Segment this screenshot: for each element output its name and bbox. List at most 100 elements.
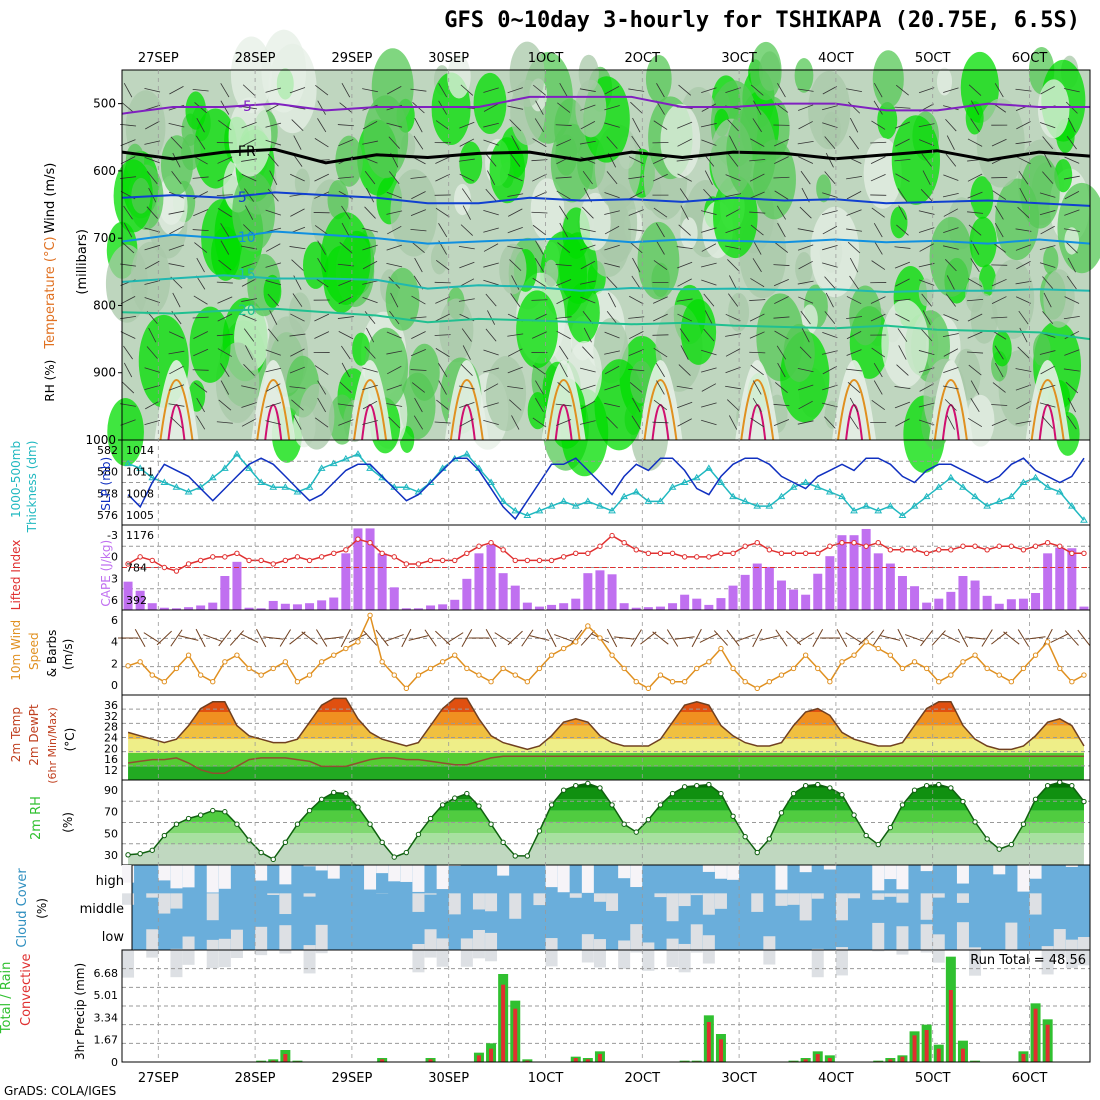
cloud-clear-mid xyxy=(122,893,135,905)
temp-title-3: (6hr Min/Max) xyxy=(46,707,59,784)
wind-barb xyxy=(943,348,959,357)
wind-barb xyxy=(120,295,136,305)
wind-barb-10m xyxy=(699,633,719,643)
lifted-point xyxy=(379,550,385,557)
wind-barb xyxy=(992,190,1007,200)
cloud-clear-mid xyxy=(448,893,461,915)
wind-barb xyxy=(773,279,789,287)
cape-bar xyxy=(159,607,169,610)
wind-barb xyxy=(1042,311,1054,324)
wind-barb xyxy=(559,222,568,238)
temp-title: 2m Temp xyxy=(9,707,23,762)
cloud-clear-low xyxy=(545,938,558,967)
lifted-point xyxy=(403,561,410,567)
wind-barb xyxy=(386,350,403,355)
wind-barb xyxy=(218,399,232,411)
rh2m-point xyxy=(996,846,1002,852)
dry-plume xyxy=(1025,360,1070,440)
wind-barb xyxy=(289,246,306,250)
wind-barb xyxy=(701,210,717,216)
precip-conv-bar xyxy=(271,1060,276,1062)
rh-band xyxy=(128,833,1085,845)
lifted-point xyxy=(851,540,857,546)
cape-bar xyxy=(885,563,895,610)
wind-barb xyxy=(773,316,790,319)
wind-barb xyxy=(387,86,402,95)
wind-barb xyxy=(144,244,161,251)
vertical-axis-unit-part-0: (millibars) xyxy=(75,229,90,295)
rh2m-point xyxy=(742,833,748,840)
rh-blob xyxy=(660,103,701,178)
lifted-point xyxy=(161,564,168,571)
precip-tick-label: 1.67 xyxy=(94,1034,119,1047)
wind-barb xyxy=(387,225,402,235)
wind-barb xyxy=(168,122,185,128)
rh2m-unit: (%) xyxy=(61,812,75,833)
wind-barb xyxy=(192,88,209,92)
rh2m-point xyxy=(331,789,337,796)
thickness-point xyxy=(825,487,834,495)
cloud-clear-mid xyxy=(158,893,171,914)
cloud-title: Cloud Cover xyxy=(15,868,30,948)
wind-barb xyxy=(895,418,910,427)
wind-barb xyxy=(1019,187,1028,203)
cape-bar xyxy=(317,600,327,610)
rh2m-point xyxy=(754,849,760,856)
cape-bar xyxy=(208,602,218,610)
wind-barb xyxy=(386,244,402,251)
rh-blob xyxy=(499,243,527,295)
wind-barb xyxy=(943,314,959,321)
precip-conv-bar xyxy=(888,1059,893,1062)
wind-barb xyxy=(992,330,1007,340)
precip-conv-bar xyxy=(815,1054,820,1062)
temp-title-2: 2m DewPt xyxy=(27,704,41,766)
wind-barb xyxy=(194,382,208,393)
cape-bar xyxy=(982,595,992,610)
cloud-clear-mid xyxy=(920,893,933,920)
wind-barb xyxy=(171,171,182,185)
bottom-day-label: 1OCT xyxy=(528,1071,564,1086)
panel-tick-label: 90 xyxy=(104,784,118,797)
wind-barb xyxy=(435,313,451,322)
thickness-point xyxy=(741,497,750,504)
wind-barb xyxy=(435,259,450,271)
wind-barb xyxy=(943,367,959,374)
wind-barb xyxy=(991,296,1007,304)
wind-speed-point xyxy=(524,679,531,685)
cloud-clear-mid xyxy=(872,893,885,900)
wind-speed-point xyxy=(609,652,615,658)
rh-blob xyxy=(579,192,611,251)
thickness-point xyxy=(148,473,157,481)
wind-barb xyxy=(386,122,403,128)
wind-barb-10m xyxy=(920,629,934,647)
cloud-clear-low xyxy=(424,929,437,958)
wind-barb xyxy=(1016,400,1031,410)
rh-blob xyxy=(976,98,1025,188)
wind-speed-point xyxy=(597,635,603,641)
warm-contour xyxy=(256,379,291,441)
wind-barb xyxy=(678,364,691,376)
lifted-point xyxy=(1057,543,1063,549)
wind-barb xyxy=(798,260,813,270)
wind-speed-point xyxy=(766,679,773,685)
wind-barb xyxy=(750,84,764,96)
precip-title-2: Convective xyxy=(19,953,34,1026)
cloud-row-label: middle xyxy=(80,902,124,917)
wind-barb xyxy=(895,313,910,322)
wind-barb xyxy=(898,345,907,360)
rh2m-point xyxy=(839,792,845,798)
wind-barb xyxy=(483,402,499,408)
wind-barb xyxy=(120,139,136,147)
wind-barb xyxy=(556,190,571,200)
precip-tick-label: 3.34 xyxy=(94,1011,119,1024)
wind-barb xyxy=(535,380,544,395)
cape-bar xyxy=(680,594,690,610)
wind-barb xyxy=(822,85,838,95)
thickness-point xyxy=(257,478,266,485)
wind-barb xyxy=(267,328,279,342)
wind-barb xyxy=(749,331,765,339)
cloud-clear-mid xyxy=(932,893,945,898)
lifted-point xyxy=(137,554,143,560)
rh-blob xyxy=(189,306,231,383)
wind-barb xyxy=(555,316,572,319)
